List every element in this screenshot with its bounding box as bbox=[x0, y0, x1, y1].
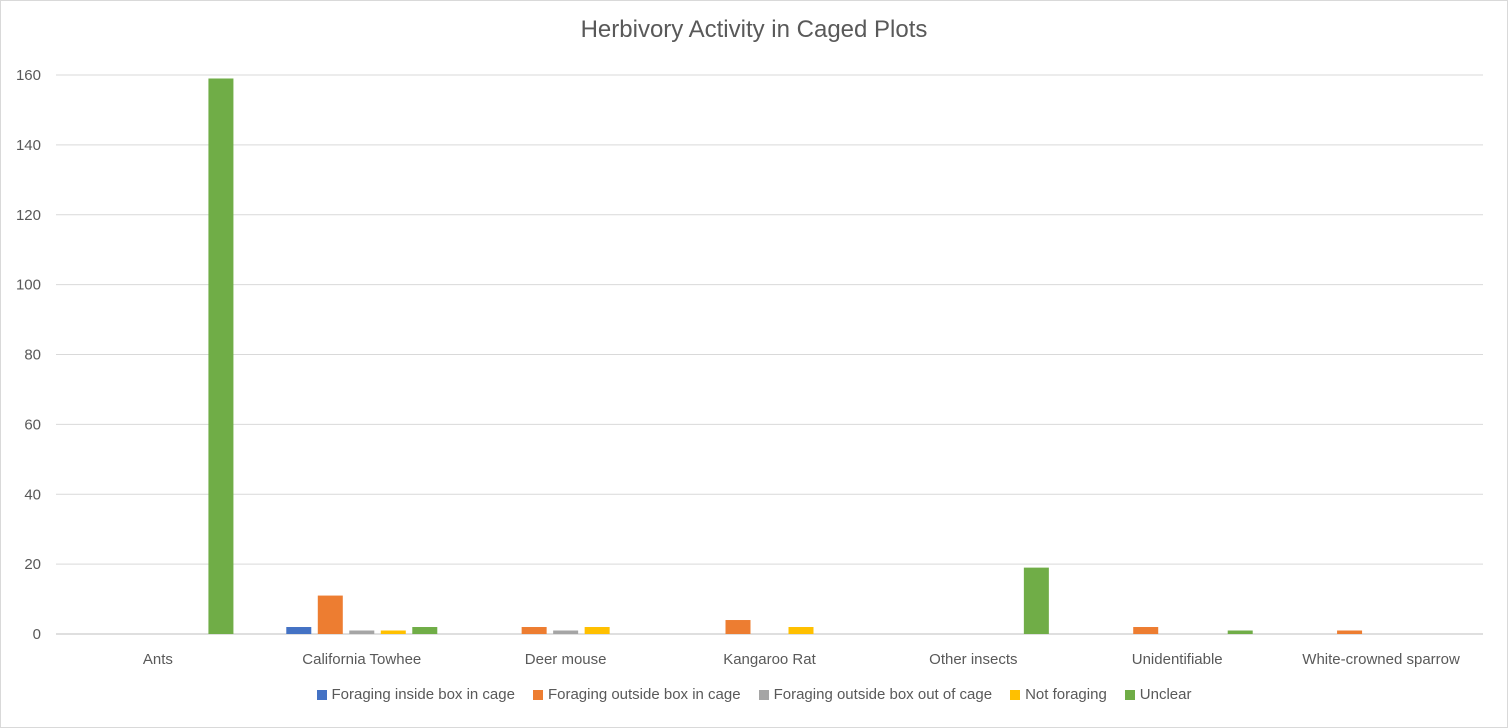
legend-swatch bbox=[1010, 689, 1021, 700]
bar bbox=[1023, 567, 1049, 634]
legend-label: Foraging inside box in cage bbox=[331, 686, 515, 703]
legend-swatch bbox=[1124, 689, 1135, 700]
bar bbox=[208, 78, 234, 634]
legend-item: Foraging inside box in cage bbox=[316, 686, 515, 703]
bar bbox=[412, 627, 438, 634]
legend-label: Not foraging bbox=[1025, 686, 1107, 703]
chart-title: Herbivory Activity in Caged Plots bbox=[580, 16, 928, 43]
y-tick-label: 60 bbox=[24, 416, 41, 433]
legend-item: Foraging outside box out of cage bbox=[758, 686, 993, 703]
bar bbox=[788, 627, 814, 634]
x-tick-label: Kangaroo Rat bbox=[723, 651, 816, 668]
legend-item: Not foraging bbox=[1010, 686, 1107, 703]
x-tick-label: White-crowned sparrow bbox=[1302, 651, 1460, 668]
chart-legend: Foraging inside box in cage Foraging outs… bbox=[0, 686, 1508, 703]
legend-swatch bbox=[316, 689, 327, 700]
y-tick-label: 40 bbox=[24, 486, 41, 503]
y-tick-label: 0 bbox=[33, 626, 41, 643]
x-tick-label: Ants bbox=[143, 651, 173, 668]
x-tick-label: Other insects bbox=[929, 651, 1017, 668]
x-tick-label: Deer mouse bbox=[525, 651, 607, 668]
legend-label: Foraging outside box in cage bbox=[547, 686, 741, 703]
bar bbox=[1337, 630, 1363, 634]
bar bbox=[380, 630, 406, 634]
bar bbox=[725, 620, 751, 634]
y-tick-label: 20 bbox=[24, 556, 41, 573]
legend-label: Foraging outside box out of cage bbox=[773, 686, 993, 703]
legend-item: Unclear bbox=[1124, 686, 1192, 703]
x-tick-label: California Towhee bbox=[302, 651, 421, 668]
y-tick-label: 160 bbox=[16, 67, 41, 84]
x-tick-label: Unidentifiable bbox=[1132, 651, 1223, 668]
y-tick-label: 80 bbox=[24, 347, 41, 364]
bar bbox=[584, 627, 610, 634]
legend-swatch bbox=[532, 689, 543, 700]
bar bbox=[349, 630, 375, 634]
bar bbox=[286, 627, 312, 634]
legend-item: Foraging outside box in cage bbox=[532, 686, 741, 703]
bar bbox=[553, 630, 579, 634]
bar bbox=[1227, 630, 1253, 634]
bar bbox=[1133, 627, 1159, 634]
y-tick-label: 120 bbox=[16, 207, 41, 224]
y-tick-label: 140 bbox=[16, 137, 41, 154]
bar bbox=[521, 627, 547, 634]
bar bbox=[317, 595, 343, 634]
legend-swatch bbox=[758, 689, 769, 700]
legend-label: Unclear bbox=[1139, 686, 1192, 703]
y-tick-label: 100 bbox=[16, 277, 41, 294]
